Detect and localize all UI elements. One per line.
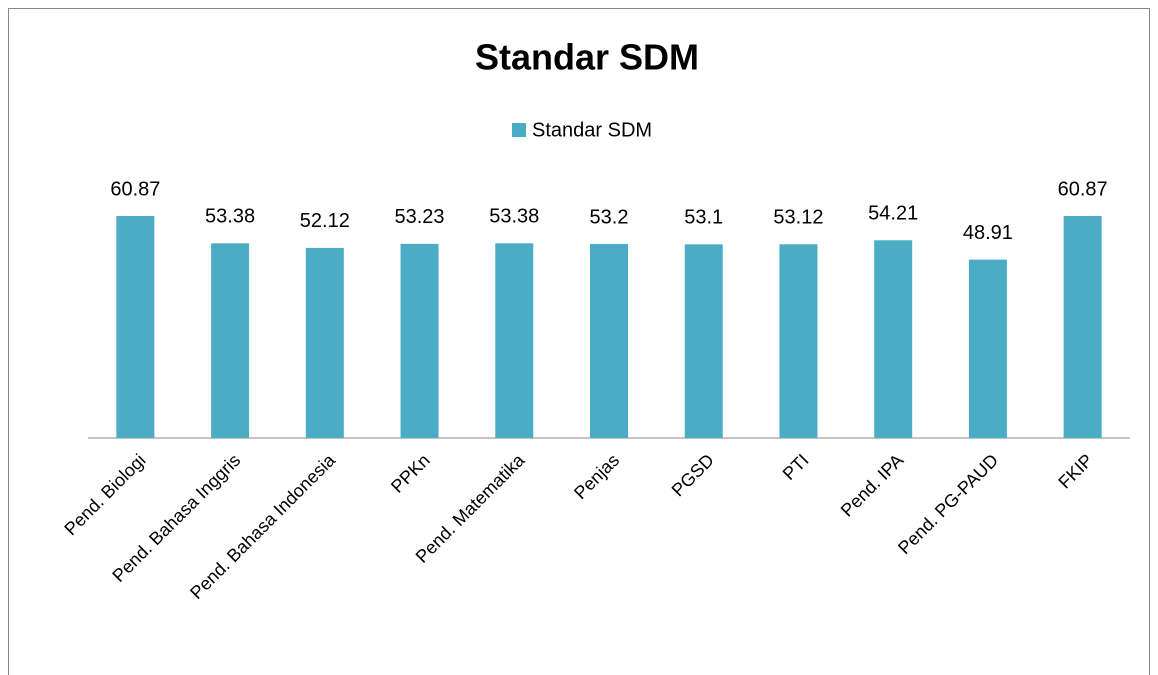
- data-label: 53.1: [684, 207, 723, 229]
- bar: [1063, 216, 1102, 438]
- bar: [116, 216, 155, 438]
- data-label: 53.12: [773, 207, 823, 229]
- chart-frame: [8, 8, 1150, 675]
- legend-label: Standar SDM: [532, 119, 652, 141]
- bar: [684, 244, 723, 438]
- data-label: 53.23: [395, 206, 445, 228]
- bar: [495, 243, 534, 438]
- data-label: 52.12: [300, 210, 350, 232]
- bar: [874, 240, 913, 438]
- data-label: 48.91: [963, 222, 1013, 244]
- data-label: 54.21: [868, 203, 918, 225]
- data-label: 60.87: [1058, 178, 1108, 200]
- legend-swatch: [512, 123, 526, 137]
- chart-title: Standar SDM: [475, 37, 699, 78]
- data-label: 60.87: [110, 178, 160, 200]
- bar: [590, 243, 628, 438]
- bar: [968, 259, 1007, 438]
- bar: [779, 244, 818, 438]
- data-label: 53.38: [489, 206, 539, 228]
- data-label: 53.2: [590, 206, 629, 228]
- bar: [400, 243, 439, 438]
- bar: [211, 243, 250, 438]
- bar: [305, 247, 344, 438]
- data-label: 53.38: [205, 206, 255, 228]
